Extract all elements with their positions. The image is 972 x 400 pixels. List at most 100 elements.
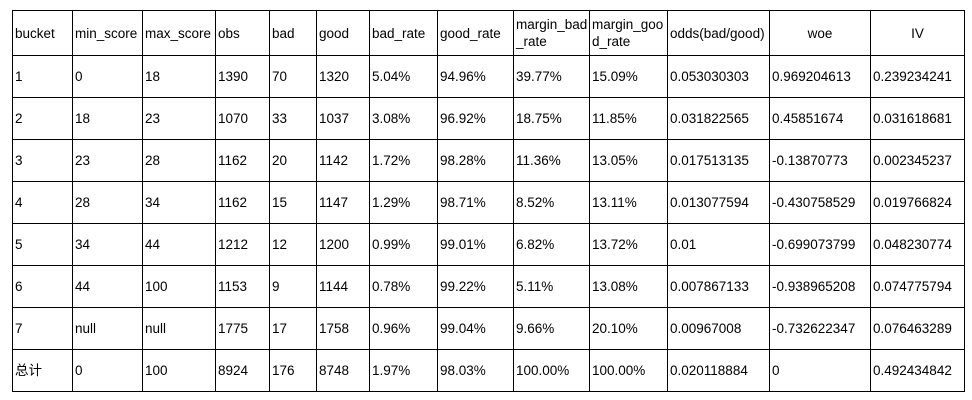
cell-good-rate: 98.03% xyxy=(437,349,514,392)
cell-bucket: 7 xyxy=(12,307,73,350)
cell-margin-bad-rate: 100.00% xyxy=(513,349,590,392)
cell-min-score: null xyxy=(72,307,143,350)
cell-good-rate: 99.04% xyxy=(437,307,514,350)
cell-good: 1037 xyxy=(316,97,370,140)
cell-iv: 0.048230774 xyxy=(870,223,965,266)
cell-bad: 15 xyxy=(269,181,317,224)
cell-margin-bad-rate: 9.66% xyxy=(513,307,590,350)
cell-bucket: 1 xyxy=(12,55,73,98)
header-margin-bad-rate: margin_bad_rate xyxy=(513,10,590,56)
cell-good: 1320 xyxy=(316,55,370,98)
cell-odds: 0.017513135 xyxy=(667,139,770,182)
cell-max-score: 100 xyxy=(142,265,216,308)
cell-woe: 0 xyxy=(769,349,871,392)
table-row: 7 null null 1775 17 1758 0.96% 99.04% 9.… xyxy=(12,307,965,350)
cell-good: 1142 xyxy=(316,139,370,182)
cell-max-score: 34 xyxy=(142,181,216,224)
cell-odds: 0.020118884 xyxy=(667,349,770,392)
cell-woe: -0.430758529 xyxy=(769,181,871,224)
cell-margin-good-rate: 13.08% xyxy=(589,265,668,308)
cell-woe: -0.732622347 xyxy=(769,307,871,350)
cell-bucket: 4 xyxy=(12,181,73,224)
cell-odds: 0.01 xyxy=(667,223,770,266)
cell-obs: 1070 xyxy=(215,97,270,140)
cell-min-score: 0 xyxy=(72,55,143,98)
cell-bad-rate: 1.97% xyxy=(369,349,438,392)
cell-max-score: 23 xyxy=(142,97,216,140)
cell-min-score: 44 xyxy=(72,265,143,308)
header-obs: obs xyxy=(215,10,270,56)
total-row: 总计 0 100 8924 176 8748 1.97% 98.03% 100.… xyxy=(12,349,965,392)
cell-bad-rate: 0.78% xyxy=(369,265,438,308)
header-min-score: min_score xyxy=(72,10,143,56)
table-row: 2 18 23 1070 33 1037 3.08% 96.92% 18.75%… xyxy=(12,97,965,140)
table-body: 1 0 18 1390 70 1320 5.04% 94.96% 39.77% … xyxy=(12,55,965,392)
cell-woe: 0.45851674 xyxy=(769,97,871,140)
cell-margin-bad-rate: 6.82% xyxy=(513,223,590,266)
cell-good: 1200 xyxy=(316,223,370,266)
cell-max-score: 28 xyxy=(142,139,216,182)
header-row: bucket min_score max_score obs bad good … xyxy=(12,10,965,56)
cell-max-score: 100 xyxy=(142,349,216,392)
cell-margin-bad-rate: 18.75% xyxy=(513,97,590,140)
header-max-score: max_score xyxy=(142,10,216,56)
cell-good-rate: 94.96% xyxy=(437,55,514,98)
cell-margin-bad-rate: 8.52% xyxy=(513,181,590,224)
cell-bad: 20 xyxy=(269,139,317,182)
cell-obs: 1390 xyxy=(215,55,270,98)
cell-bucket: 3 xyxy=(12,139,73,182)
cell-good: 8748 xyxy=(316,349,370,392)
cell-odds: 0.007867133 xyxy=(667,265,770,308)
cell-bad-rate: 1.72% xyxy=(369,139,438,182)
cell-obs: 1153 xyxy=(215,265,270,308)
header-good-rate: good_rate xyxy=(437,10,514,56)
header-bucket: bucket xyxy=(12,10,73,56)
cell-obs: 1162 xyxy=(215,181,270,224)
cell-margin-bad-rate: 11.36% xyxy=(513,139,590,182)
table-row: 5 34 44 1212 12 1200 0.99% 99.01% 6.82% … xyxy=(12,223,965,266)
header-bad-rate: bad_rate xyxy=(369,10,438,56)
cell-iv: 0.002345237 xyxy=(870,139,965,182)
cell-woe: 0.969204613 xyxy=(769,55,871,98)
cell-bad: 12 xyxy=(269,223,317,266)
cell-min-score: 0 xyxy=(72,349,143,392)
cell-obs: 1775 xyxy=(215,307,270,350)
cell-min-score: 28 xyxy=(72,181,143,224)
cell-margin-bad-rate: 39.77% xyxy=(513,55,590,98)
cell-max-score: 18 xyxy=(142,55,216,98)
cell-iv: 0.074775794 xyxy=(870,265,965,308)
cell-odds: 0.053030303 xyxy=(667,55,770,98)
cell-woe: -0.938965208 xyxy=(769,265,871,308)
cell-margin-good-rate: 15.09% xyxy=(589,55,668,98)
cell-good-rate: 99.22% xyxy=(437,265,514,308)
table-row: 6 44 100 1153 9 1144 0.78% 99.22% 5.11% … xyxy=(12,265,965,308)
cell-bad-rate: 5.04% xyxy=(369,55,438,98)
cell-min-score: 34 xyxy=(72,223,143,266)
cell-iv: 0.239234241 xyxy=(870,55,965,98)
cell-bad: 70 xyxy=(269,55,317,98)
header-bad: bad xyxy=(269,10,317,56)
score-bucket-table: bucket min_score max_score obs bad good … xyxy=(12,10,965,392)
cell-odds: 0.031822565 xyxy=(667,97,770,140)
cell-iv: 0.492434842 xyxy=(870,349,965,392)
cell-bucket: 2 xyxy=(12,97,73,140)
cell-margin-good-rate: 13.72% xyxy=(589,223,668,266)
cell-odds: 0.013077594 xyxy=(667,181,770,224)
cell-bad: 17 xyxy=(269,307,317,350)
cell-margin-good-rate: 13.11% xyxy=(589,181,668,224)
cell-bucket: 5 xyxy=(12,223,73,266)
cell-bad-rate: 1.29% xyxy=(369,181,438,224)
cell-bad-rate: 0.99% xyxy=(369,223,438,266)
cell-margin-good-rate: 20.10% xyxy=(589,307,668,350)
cell-good-rate: 99.01% xyxy=(437,223,514,266)
cell-margin-good-rate: 11.85% xyxy=(589,97,668,140)
cell-min-score: 18 xyxy=(72,97,143,140)
header-iv: IV xyxy=(870,10,965,56)
table-row: 1 0 18 1390 70 1320 5.04% 94.96% 39.77% … xyxy=(12,55,965,98)
cell-good: 1758 xyxy=(316,307,370,350)
cell-bucket: 6 xyxy=(12,265,73,308)
cell-min-score: 23 xyxy=(72,139,143,182)
cell-bad-rate: 0.96% xyxy=(369,307,438,350)
cell-odds: 0.00967008 xyxy=(667,307,770,350)
cell-obs: 8924 xyxy=(215,349,270,392)
